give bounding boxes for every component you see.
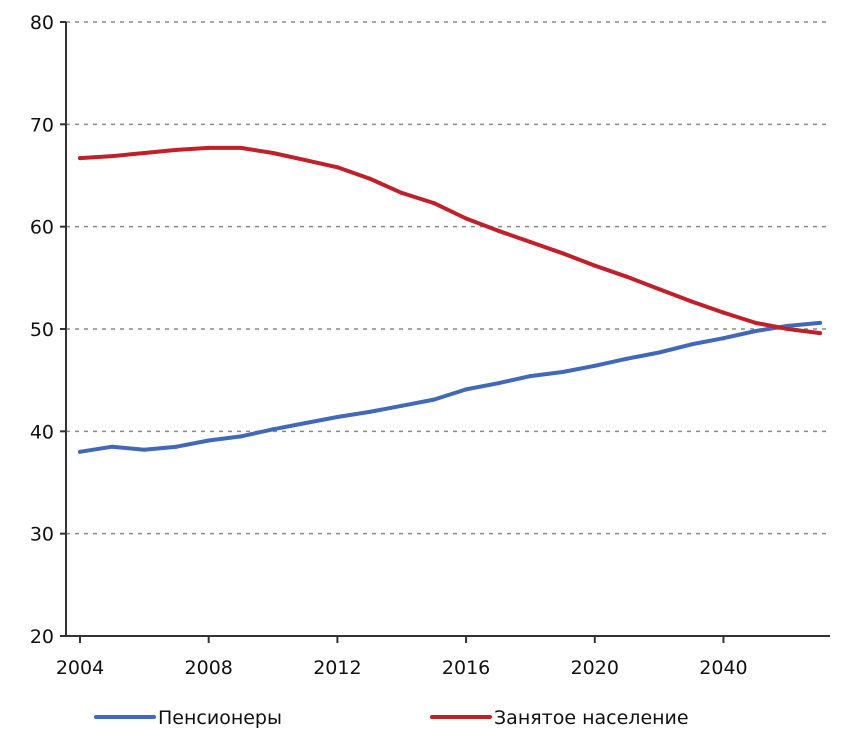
data-point — [78, 156, 82, 161]
y-tick-label: 20 — [30, 626, 54, 648]
x-tick-label: 2008 — [185, 657, 233, 679]
data-point — [142, 447, 147, 452]
data-point — [528, 374, 533, 379]
series-lines — [78, 145, 822, 454]
data-point — [496, 228, 501, 233]
gridlines — [66, 21, 830, 535]
y-tick-label: 80 — [30, 12, 54, 34]
data-point — [657, 350, 662, 355]
data-point — [303, 421, 308, 426]
legend: Пенсионеры Занятое население — [94, 707, 689, 729]
data-point — [206, 145, 211, 150]
data-point — [335, 165, 340, 170]
data-point — [206, 438, 211, 443]
legend-label-1: Пенсионеры — [158, 707, 282, 729]
data-point — [785, 327, 790, 331]
data-point — [238, 434, 243, 439]
data-point — [174, 147, 179, 152]
x-tick-label: 2016 — [442, 657, 490, 679]
data-point — [271, 151, 275, 155]
data-point — [110, 154, 115, 159]
y-tick-label: 30 — [30, 524, 54, 546]
y-tick-label: 50 — [30, 319, 54, 341]
y-tick-labels: 20 30 40 50 60 70 80 — [30, 12, 66, 648]
x-tick-label: 2040 — [699, 657, 747, 679]
data-point — [399, 403, 404, 408]
data-point — [560, 251, 565, 256]
data-point — [721, 336, 726, 341]
data-point — [110, 444, 115, 449]
data-point — [689, 299, 694, 304]
series-line-1 — [78, 320, 822, 454]
data-point — [431, 397, 436, 402]
data-point — [335, 415, 340, 419]
data-point — [560, 370, 565, 374]
data-point — [753, 329, 758, 333]
data-point — [818, 331, 822, 336]
data-point — [464, 387, 469, 392]
x-tick-labels: 2004 2008 2012 2016 2020 2040 — [56, 636, 748, 679]
data-point — [399, 190, 404, 195]
data-point — [657, 287, 662, 292]
data-point — [592, 363, 597, 368]
data-point — [78, 449, 82, 454]
data-point — [174, 444, 179, 449]
data-point — [238, 145, 243, 150]
data-point — [592, 263, 597, 268]
data-point — [142, 151, 147, 155]
data-point — [625, 274, 629, 279]
data-point — [271, 427, 275, 432]
data-point — [464, 216, 469, 221]
x-tick-label: 2004 — [56, 657, 104, 679]
data-point — [496, 381, 501, 386]
y-tick-label: 60 — [30, 217, 54, 239]
x-tick-label: 2012 — [313, 657, 361, 679]
y-tick-label: 70 — [30, 114, 54, 136]
x-tick-label: 2020 — [571, 657, 619, 679]
data-point — [367, 409, 372, 414]
data-point — [753, 320, 758, 325]
series-line-2 — [78, 145, 822, 336]
legend-label-2: Занятое население — [494, 707, 689, 729]
data-point — [625, 356, 629, 361]
data-point — [721, 310, 726, 315]
data-point — [367, 176, 372, 181]
data-point — [303, 158, 308, 163]
data-point — [689, 342, 694, 347]
data-point — [431, 201, 436, 206]
data-point — [528, 240, 533, 244]
data-point — [818, 320, 822, 325]
y-tick-label: 40 — [30, 421, 54, 443]
